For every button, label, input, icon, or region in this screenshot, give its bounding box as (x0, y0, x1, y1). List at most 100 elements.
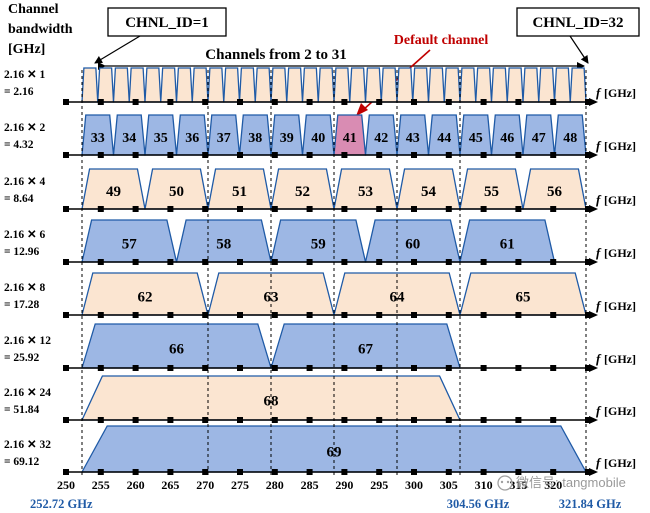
axis-marker (411, 259, 417, 265)
axis-marker (480, 312, 487, 318)
axis-marker (202, 312, 209, 318)
channel-30 (538, 67, 556, 103)
axis-marker (341, 312, 348, 318)
axis-marker (132, 99, 139, 105)
watermark: 微信号: tangmobile (516, 475, 626, 490)
channel-19 (364, 67, 382, 103)
axis-marker (550, 469, 557, 475)
channel-22 (412, 67, 430, 103)
axis-marker (376, 99, 383, 105)
frequency-unit: [GHz] (604, 299, 636, 313)
channel-17 (333, 67, 351, 103)
axis-marker (271, 259, 278, 265)
frequency-unit: [GHz] (604, 352, 636, 366)
frequency-tick-label: 285 (301, 478, 319, 492)
axis-marker (411, 312, 417, 318)
axis-marker (550, 99, 557, 105)
channel-number: 41 (343, 131, 357, 146)
title-line-3: [GHz] (8, 42, 45, 57)
axis-marker (376, 152, 383, 158)
axis-marker (445, 312, 452, 318)
axis-marker (167, 99, 174, 105)
axis-marker (515, 312, 522, 318)
axis-marker (63, 99, 69, 105)
axis-marker (480, 206, 487, 212)
axis-marker (63, 259, 69, 265)
row-3: 2.16 ✕ 4 = 8.64 49 50 51 52 53 54 55 56 f [GHz] (4, 168, 636, 213)
axis-arrowhead (589, 364, 598, 372)
channel-15 (301, 67, 319, 103)
axis-marker (341, 99, 348, 105)
axis-marker (202, 206, 209, 212)
row-bandwidth-label: 2.16 ✕ 4 (4, 176, 46, 188)
axis-marker (445, 152, 452, 158)
channel-number: 34 (122, 131, 136, 146)
axis-marker (167, 417, 174, 423)
row-bandwidth-value: = 17.28 (4, 299, 40, 311)
axis-marker (480, 259, 487, 265)
channel-number: 33 (91, 131, 105, 146)
channel-number: 56 (547, 184, 563, 200)
axis-marker (341, 365, 348, 371)
axis-marker (97, 259, 104, 265)
channel-number: 39 (280, 131, 294, 146)
axis-marker (202, 259, 209, 265)
row-bandwidth-value: = 25.92 (4, 352, 40, 364)
axis-marker (271, 312, 278, 318)
channel-number: 50 (169, 184, 184, 200)
axis-marker (376, 206, 383, 212)
axis-arrowhead (589, 98, 598, 106)
channel-27 (490, 67, 508, 103)
frequency-unit: [GHz] (604, 246, 636, 260)
channel-14 (286, 67, 304, 103)
axis-marker (132, 259, 139, 265)
axis-marker (97, 365, 104, 371)
axis-marker (132, 417, 139, 423)
axis-marker (202, 469, 209, 475)
axis-marker (341, 417, 348, 423)
axis-marker (237, 469, 243, 475)
axis-marker (445, 365, 452, 371)
axis-marker (271, 206, 278, 212)
channel-8 (191, 67, 209, 103)
row-bandwidth-value: = 4.32 (4, 139, 34, 151)
row-bandwidth-value: = 2.16 (4, 86, 34, 98)
frequency-symbol: f (596, 245, 602, 260)
axis-marker (306, 312, 313, 318)
channel-number: 57 (122, 236, 138, 252)
channel-number: 48 (563, 131, 577, 146)
axis-marker (132, 312, 139, 318)
axis-marker (63, 152, 69, 158)
axis-marker (445, 417, 452, 423)
axis-marker (411, 206, 417, 212)
axis-marker (167, 312, 174, 318)
axis-marker (202, 417, 209, 423)
axis-marker (480, 152, 487, 158)
frequency-symbol: f (596, 298, 602, 313)
axis-marker (585, 152, 591, 158)
channel-number: 49 (106, 184, 121, 200)
row-bandwidth-label: 2.16 ✕ 8 (4, 282, 46, 294)
axis-marker (376, 469, 383, 475)
axis-marker (202, 152, 209, 158)
channel-18 (349, 67, 367, 103)
axis-marker (341, 152, 348, 158)
channel-number: 69 (327, 445, 342, 461)
axis-marker (515, 152, 522, 158)
chnl-id-first-box (107, 7, 227, 37)
axis-marker (237, 152, 243, 158)
channel-1 (81, 67, 99, 103)
axis-marker (411, 365, 417, 371)
title-line-1: Channel (8, 2, 59, 17)
axis-marker (445, 206, 452, 212)
axis-marker (585, 365, 591, 371)
channel-number: 67 (358, 342, 374, 358)
channel-24 (443, 67, 461, 103)
boundary-guides (81, 70, 587, 476)
channel-25 (459, 67, 477, 103)
axis-marker (411, 99, 417, 105)
frequency-tick-label: 305 (440, 478, 458, 492)
row-6: 2.16 ✕ 12 = 25.92 66 67 f [GHz] (4, 323, 636, 372)
channel-number: 64 (390, 289, 406, 305)
row-8: 2.16 ✕ 32 = 69.12 69 f [GHz] (4, 425, 636, 476)
